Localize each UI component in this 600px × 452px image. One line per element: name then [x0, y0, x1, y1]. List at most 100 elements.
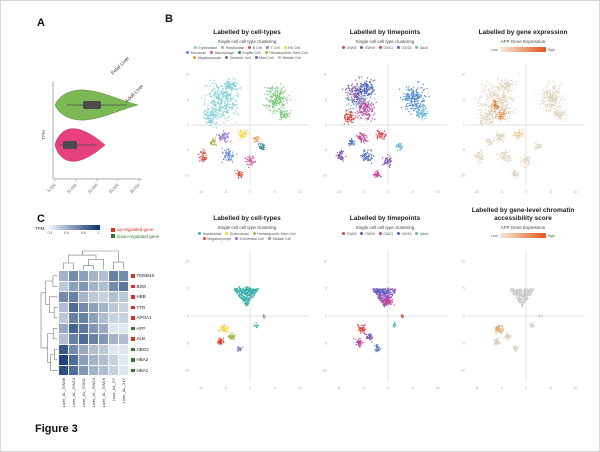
legend-swatch-icon [225, 56, 229, 59]
legend-title: Single cell cell type clustering [355, 225, 415, 230]
legend-item: Adult [415, 232, 428, 236]
heatmap-cell [99, 344, 108, 354]
violin-group-label: Fetal Liver [110, 55, 131, 76]
legend-label: Kupffer Cell [242, 50, 261, 55]
gene-name: HBG2 [136, 346, 149, 352]
legend-swatch-icon [111, 227, 115, 232]
tpm-colorbar-label: TPM [35, 226, 45, 231]
legend-label: GW08 [346, 45, 357, 50]
x-tick: 10 [298, 386, 302, 390]
legend-items: Erythroblast Hepatoblast B Cell T Cell NK Ce… [181, 46, 313, 60]
legend-item: Stellate Cell [267, 236, 292, 241]
legend-label: Dendritic Cell [229, 55, 251, 60]
regulation-marker-icon [131, 305, 135, 309]
x-tick: 0 [387, 190, 389, 194]
legend-low-label: Low [491, 47, 498, 52]
legend-swatch-icon [235, 237, 239, 240]
legend-items: GW08 GW09 GW11 GW16 Adult [319, 46, 451, 50]
legend-label: GW16 [401, 45, 412, 50]
umap-subplot-umap_rna_timepoints: Labelled by timepoints Single cell cell t… [319, 21, 451, 197]
legend-label: Erythroblast [229, 231, 249, 236]
heatmap-cell [109, 365, 118, 375]
legend-swatch-icon [342, 46, 346, 49]
y-tick: -10 [184, 173, 189, 177]
heatmap-col-label: Liver_AL_GW10 [71, 378, 76, 408]
heatmap-col-label: Liver_AL_GW13 [91, 378, 96, 408]
regulation-marker-icon [131, 295, 135, 299]
legend-swatch-icon [266, 46, 270, 49]
legend-swatch-icon [267, 237, 271, 240]
heatmap-cell [69, 292, 78, 302]
legend-swatch-icon [209, 51, 213, 54]
legend-swatch-icon [283, 46, 287, 49]
legend-item: GW08 [342, 46, 356, 50]
regulation-marker-icon [131, 274, 135, 278]
x-tick: -10 [336, 386, 341, 390]
x-tick: 10 [436, 386, 440, 390]
tpm-tick: 1 [97, 231, 100, 235]
legend-label: Stellate Cell [272, 236, 292, 241]
legend-low-label: Low [491, 233, 498, 238]
heatmap-col-label: Liver_AL_GW08 [61, 378, 66, 408]
x-tick: 5 [550, 190, 552, 194]
legend-item: Erythroblast [193, 45, 218, 50]
heatmap-cell [79, 365, 88, 375]
heatmap-cell [69, 323, 78, 333]
gene-name: AFP [136, 325, 146, 331]
x-tick: -5 [500, 386, 503, 390]
heatmap-cell [99, 302, 108, 312]
legend-label: NK Cell [288, 45, 301, 50]
x-tick: -5 [362, 190, 365, 194]
subplot-title: Labelled by gene expression [478, 29, 568, 37]
tpm-colorbar-bar: 0.4 0.6 0.8 1 [47, 225, 100, 235]
y-tick: 10 [461, 73, 465, 77]
heatmap-cell [99, 334, 108, 344]
heatmap-cell [59, 323, 68, 333]
heatmap-cell [79, 281, 88, 291]
y-tick: 0 [463, 314, 465, 318]
y-tick: 5 [325, 98, 327, 102]
legend-item: B Cell [248, 46, 262, 50]
y-tick: -5 [324, 148, 327, 152]
legend-label: GW09 [364, 231, 375, 236]
legend-label: Endothelial Cell [239, 236, 264, 241]
legend-title: Single cell cell type clustering [355, 39, 415, 44]
legend-items: GW08 GW09 GW11 GW16 Adult [319, 232, 451, 236]
heatmap-cell [99, 281, 108, 291]
y-tick: 5 [463, 287, 465, 291]
heatmap-col-label: Liver_AL_GW11 [81, 378, 86, 408]
legend-item: GW09 [360, 46, 375, 50]
gene-name: TMSB4X [136, 273, 155, 279]
heatmap-cell [109, 323, 118, 333]
umap-scatter: -10 -5 0 5 10 -10 -5 0 5 10 [322, 65, 447, 194]
heatmap-cell [89, 281, 98, 291]
legend-high-label: High [547, 233, 555, 238]
y-tick: -5 [186, 148, 189, 152]
legend-label: Erythroblast [198, 45, 218, 50]
legend-swatch-icon [360, 232, 364, 235]
legend-label: Adult [419, 45, 428, 50]
umap-subplot-umap_rna_celltypes: Labelled by cell-types Single cell cell t… [181, 21, 313, 197]
heatmap-row-label: HBB [131, 292, 146, 302]
heatmap-col-label: Liver_AL_31Y [121, 378, 126, 404]
y-tick: -10 [322, 173, 327, 177]
heatmap-cell [119, 281, 128, 291]
heatmap-row-label: TMSB4X [131, 271, 155, 281]
heatmap-cell [89, 271, 98, 281]
heatmap-cell [69, 302, 78, 312]
subplot-title: Labelled by gene-level chromatin accessi… [471, 207, 575, 223]
y-tick: -10 [184, 369, 189, 373]
heatmap-cell [119, 292, 128, 302]
heatmap-cell [59, 302, 68, 312]
tpm-tick: 0.4 [47, 231, 53, 235]
legend-swatch-icon [202, 237, 206, 240]
legend-swatch-icon [397, 46, 401, 49]
legend-items: Hepatoblast Erythroblast Hematopoietic Ste… [181, 232, 313, 241]
heatmap-cell [109, 355, 118, 365]
heatmap-cell [79, 313, 88, 323]
legend-item: GW11 [378, 232, 393, 236]
heatmap-cell [89, 344, 98, 354]
tpm-colorbar-ticks: 0.4 0.6 0.8 1 [48, 231, 100, 235]
heatmap-cell [89, 302, 98, 312]
legend-swatch-icon [193, 46, 197, 49]
